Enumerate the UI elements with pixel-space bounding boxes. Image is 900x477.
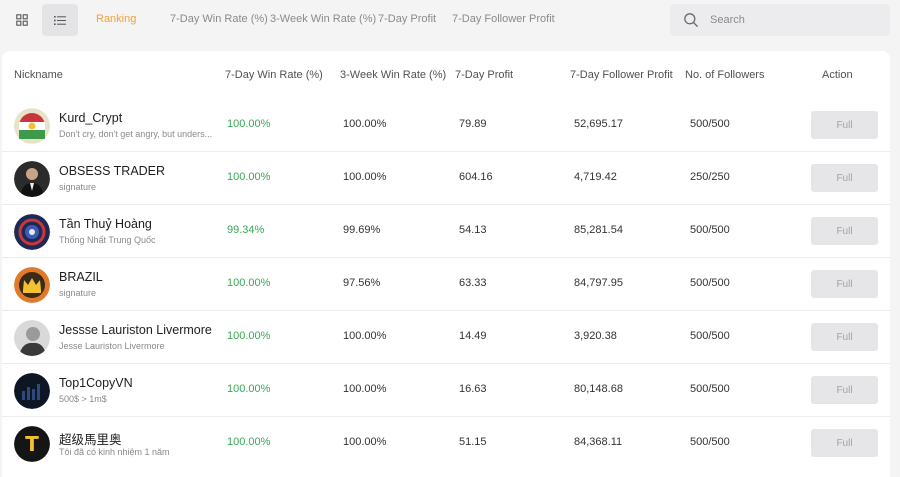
full-button[interactable]: Full [811, 376, 878, 404]
signature: signature [59, 182, 97, 192]
tab-3week-win-rate[interactable]: 3-Week Win Rate (%) [270, 13, 377, 25]
col-action: Action [822, 69, 853, 81]
table-row[interactable]: T 超级馬里奥 Tôi đã có kinh nhiệm 1 năm 100.0… [2, 417, 890, 470]
col-7day-follower-profit: 7-Day Follower Profit [570, 69, 673, 81]
list-view-icon [54, 15, 66, 25]
col-3week-win-rate: 3-Week Win Rate (%) [340, 69, 447, 81]
profit-7day: 54.13 [459, 224, 487, 236]
follower-profit-7day: 4,719.42 [574, 171, 617, 183]
win-rate-7day: 100.00% [227, 383, 271, 395]
followers-count: 500/500 [690, 383, 730, 395]
win-rate-7day: 100.00% [227, 118, 271, 130]
followers-count: 500/500 [690, 118, 730, 130]
follower-profit-7day: 3,920.38 [574, 330, 617, 342]
win-rate-7day: 100.00% [227, 436, 271, 448]
col-no-of-followers: No. of Followers [685, 69, 765, 81]
col-7day-win-rate: 7-Day Win Rate (%) [225, 69, 323, 81]
tab-7day-follower-profit[interactable]: 7-Day Follower Profit [452, 13, 555, 25]
followers-count: 250/250 [690, 171, 730, 183]
table-header: Nickname 7-Day Win Rate (%) 3-Week Win R… [2, 51, 890, 99]
shield-emblem-avatar [14, 214, 50, 250]
letter-t-avatar: T [14, 426, 50, 462]
col-7day-profit: 7-Day Profit [455, 69, 514, 81]
search-input[interactable] [710, 11, 880, 29]
table-row[interactable]: Top1CopyVN 500$ > 1m$ 100.00% 100.00% 16… [2, 364, 890, 417]
win-rate-3week: 100.00% [343, 436, 387, 448]
win-rate-7day: 99.34% [227, 224, 265, 236]
full-button[interactable]: Full [811, 429, 878, 457]
col-nickname: Nickname [14, 69, 63, 81]
full-button[interactable]: Full [811, 164, 878, 192]
nickname[interactable]: Kurd_Crypt [59, 111, 123, 125]
suit-man-avatar [14, 161, 50, 197]
follower-profit-7day: 52,695.17 [574, 118, 623, 130]
followers-count: 500/500 [690, 436, 730, 448]
followers-count: 500/500 [690, 277, 730, 289]
crown-avatar [14, 267, 50, 303]
win-rate-3week: 100.00% [343, 171, 387, 183]
table-row[interactable]: BRAZIL signature 100.00% 97.56% 63.33 84… [2, 258, 890, 311]
signature: Don't cry, don't get angry, but unders..… [59, 129, 213, 139]
top-bar: Ranking 7-Day Win Rate (%) 3-Week Win Ra… [0, 0, 900, 40]
followers-count: 500/500 [690, 330, 730, 342]
profit-7day: 16.63 [459, 383, 487, 395]
signature: Thống Nhất Trung Quốc [59, 235, 156, 245]
nickname[interactable]: Top1CopyVN [59, 376, 133, 390]
table-row[interactable]: Kurd_Crypt Don't cry, don't get angry, b… [2, 99, 890, 152]
profit-7day: 14.49 [459, 330, 487, 342]
portrait-avatar [14, 320, 50, 356]
nickname[interactable]: Jessse Lauriston Livermore [59, 323, 212, 337]
win-rate-7day: 100.00% [227, 277, 271, 289]
flag-globe-avatar [14, 108, 50, 144]
grid-view-icon [16, 14, 28, 26]
follower-profit-7day: 84,368.11 [574, 436, 623, 448]
grid-view-button[interactable] [4, 4, 40, 36]
dark-chart-avatar [14, 373, 50, 409]
win-rate-3week: 100.00% [343, 118, 387, 130]
profit-7day: 604.16 [459, 171, 493, 183]
signature: Tôi đã có kinh nhiệm 1 năm [59, 447, 170, 457]
win-rate-7day: 100.00% [227, 330, 271, 342]
avatar-letter: T [25, 432, 39, 456]
win-rate-7day: 100.00% [227, 171, 271, 183]
nickname[interactable]: OBSESS TRADER [59, 164, 166, 178]
follower-profit-7day: 84,797.95 [574, 277, 623, 289]
signature: 500$ > 1m$ [59, 394, 107, 404]
list-view-button[interactable] [42, 4, 78, 36]
full-button[interactable]: Full [811, 323, 878, 351]
nickname[interactable]: BRAZIL [59, 270, 103, 284]
nickname[interactable]: 超级馬里奥 [59, 433, 122, 447]
followers-count: 500/500 [690, 224, 730, 236]
win-rate-3week: 100.00% [343, 330, 387, 342]
tab-7day-win-rate[interactable]: 7-Day Win Rate (%) [170, 13, 268, 25]
signature: signature [59, 288, 97, 298]
full-button[interactable]: Full [811, 111, 878, 139]
tab-ranking[interactable]: Ranking [96, 13, 137, 25]
signature: Jesse Lauriston Livermore [59, 341, 165, 351]
profit-7day: 51.15 [459, 436, 487, 448]
search-icon [684, 13, 698, 27]
nickname[interactable]: Tần Thuỷ Hoàng [59, 217, 152, 231]
table-row[interactable]: Tần Thuỷ Hoàng Thống Nhất Trung Quốc 99.… [2, 205, 890, 258]
win-rate-3week: 99.69% [343, 224, 381, 236]
follower-profit-7day: 85,281.54 [574, 224, 623, 236]
full-button[interactable]: Full [811, 217, 878, 245]
profit-7day: 63.33 [459, 277, 487, 289]
table-row[interactable]: OBSESS TRADER signature 100.00% 100.00% … [2, 152, 890, 205]
search-box[interactable] [670, 4, 890, 36]
traders-table: Nickname 7-Day Win Rate (%) 3-Week Win R… [2, 51, 890, 477]
full-button[interactable]: Full [811, 270, 878, 298]
table-row[interactable]: Jessse Lauriston Livermore Jesse Laurist… [2, 311, 890, 364]
profit-7day: 79.89 [459, 118, 487, 130]
win-rate-3week: 100.00% [343, 383, 387, 395]
tab-7day-profit[interactable]: 7-Day Profit [378, 13, 437, 25]
follower-profit-7day: 80,148.68 [574, 383, 623, 395]
win-rate-3week: 97.56% [343, 277, 381, 289]
